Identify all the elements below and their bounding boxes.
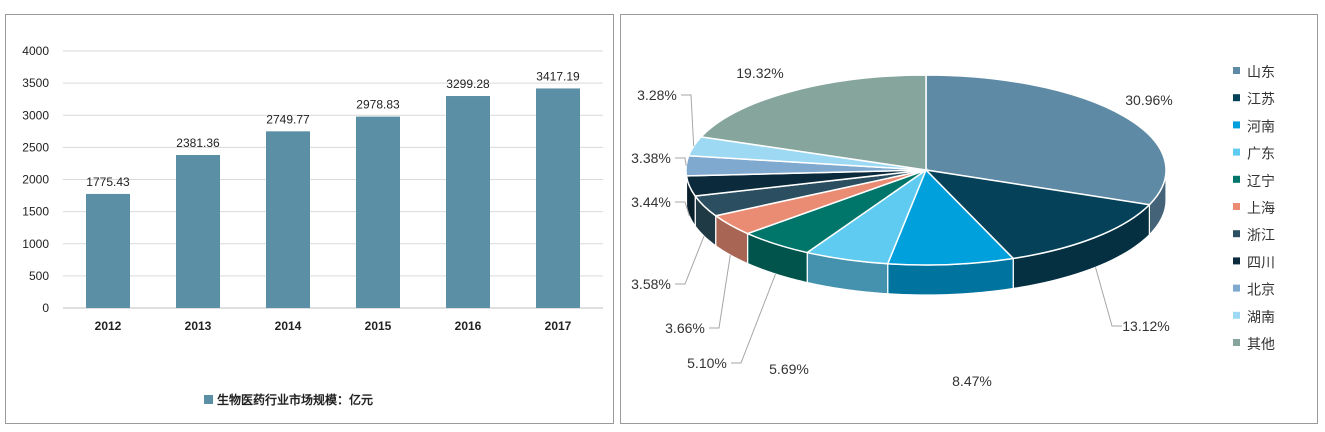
pie-slice — [925, 74, 1167, 206]
leader-line — [681, 94, 695, 147]
legend-label: 北京 — [1247, 282, 1275, 298]
x-tick-label: 2017 — [545, 319, 572, 333]
leader-line — [709, 254, 731, 329]
legend-swatch — [1233, 67, 1240, 74]
legend-swatch — [204, 395, 213, 404]
slice-value-label: 30.96% — [1125, 92, 1172, 108]
legend-label: 上海 — [1247, 200, 1275, 216]
legend-swatch — [1233, 148, 1240, 156]
data-label: 1775.43 — [86, 175, 130, 189]
legend-swatch — [1233, 339, 1240, 346]
slice-value-label: 3.66% — [665, 320, 705, 336]
slice-value-label: 3.58% — [631, 276, 671, 292]
y-tick-label: 1000 — [22, 237, 49, 251]
pie-chart: 30.96% 13.12% 8.47% 5.69% 5.10% 3.66% 3.58% 3.4… — [631, 64, 1275, 389]
slice-value-label: 5.69% — [769, 361, 809, 377]
legend-label: 四川 — [1247, 254, 1275, 270]
bar-chart: 0 500 1000 1500 2000 2500 3000 3500 4000 1775.43 2… — [22, 44, 603, 407]
legend-label: 生物医药行业市场规模：亿元 — [217, 392, 373, 407]
bar — [446, 96, 490, 308]
data-label: 3417.19 — [536, 69, 580, 83]
leader-line — [1095, 267, 1122, 327]
y-tick-label: 4000 — [22, 44, 49, 58]
leader-line — [675, 201, 690, 217]
bar — [176, 154, 220, 308]
pie-slice — [886, 168, 1015, 266]
pie-top — [685, 74, 1167, 266]
x-tick-label: 2013 — [185, 319, 212, 333]
y-tick-label: 3000 — [22, 108, 49, 122]
legend-label: 辽宁 — [1247, 173, 1275, 189]
legend-label: 河南 — [1247, 118, 1275, 134]
y-tick-label: 1500 — [22, 205, 49, 219]
legend-swatch — [1233, 121, 1240, 129]
legend-label: 其他 — [1247, 336, 1275, 352]
leader-line — [675, 157, 687, 166]
slice-value-label: 8.47% — [952, 373, 992, 389]
legend-swatch — [1233, 230, 1240, 238]
data-label: 2749.77 — [266, 112, 310, 126]
x-tick-label: 2012 — [95, 319, 122, 333]
legend-label: 浙江 — [1247, 227, 1275, 243]
bar-chart-panel: 0 500 1000 1500 2000 2500 3000 3500 4000 1775.43 2… — [5, 14, 614, 424]
pie-slice — [923, 168, 1151, 260]
bar — [356, 116, 400, 309]
legend-swatch — [1233, 175, 1240, 183]
legend-swatch — [1233, 257, 1240, 265]
data-label: 2381.36 — [176, 136, 220, 150]
bar — [266, 131, 310, 308]
legend-swatch — [1233, 203, 1240, 210]
data-label: 3299.28 — [446, 77, 490, 91]
y-tick-label: 2000 — [22, 173, 49, 187]
bar — [536, 88, 580, 308]
legend-label: 广东 — [1247, 146, 1275, 162]
legend-label: 山东 — [1247, 64, 1275, 80]
x-tick-label: 2014 — [275, 319, 302, 333]
pie-slice — [699, 74, 927, 171]
y-tick-label: 2500 — [22, 140, 49, 154]
slice-value-label: 3.44% — [631, 194, 671, 210]
leader-line — [675, 235, 705, 285]
slice-value-label: 19.32% — [736, 65, 783, 81]
legend-swatch — [1233, 311, 1240, 319]
legend-swatch — [1233, 284, 1240, 292]
legend-label: 江苏 — [1247, 91, 1275, 107]
slice-value-label: 13.12% — [1122, 318, 1169, 334]
y-tick-label: 3500 — [22, 76, 49, 90]
legend-label: 湖南 — [1247, 309, 1275, 325]
slice-value-label: 3.38% — [631, 150, 671, 166]
slice-value-label: 3.28% — [637, 87, 677, 103]
pie-chart-panel: 30.96% 13.12% 8.47% 5.69% 5.10% 3.66% 3.58% 3.4… — [620, 14, 1318, 424]
slice-value-label: 5.10% — [687, 355, 727, 371]
bar — [86, 193, 130, 308]
x-tick-label: 2016 — [455, 319, 482, 333]
y-tick-label: 500 — [29, 269, 49, 283]
x-tick-label: 2015 — [365, 319, 392, 333]
y-tick-label: 0 — [42, 301, 49, 315]
leader-line — [731, 273, 776, 364]
data-label: 2978.83 — [356, 98, 400, 112]
legend-swatch — [1233, 94, 1240, 102]
